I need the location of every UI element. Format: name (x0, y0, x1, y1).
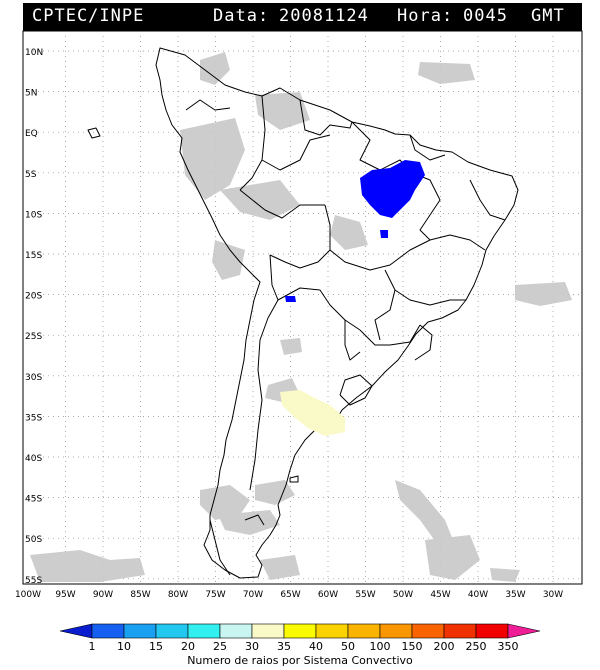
title-bar: CPTEC/INPE Data: 20081124 Hora: 0045 GMT (23, 3, 582, 31)
colorbar-tick: 20 (181, 640, 195, 653)
coastlines-and-borders (87, 47, 519, 579)
colorbar-tick: 1 (89, 640, 96, 653)
colorbar-swatch (443, 623, 477, 639)
lon-label: 80W (168, 590, 188, 600)
lat-label: 10S (25, 210, 42, 220)
lon-label: 65W (280, 590, 300, 600)
lon-label: 95W (55, 590, 75, 600)
lon-label: 60W (318, 590, 338, 600)
date-value: 20081124 (279, 6, 369, 26)
colorbar-swatch (411, 623, 445, 639)
colorbar-swatch (347, 623, 381, 639)
lat-label: 35S (25, 413, 42, 423)
lon-label: 40W (468, 590, 488, 600)
lon-label: 50W (393, 590, 413, 600)
colorbar-swatch (91, 623, 125, 639)
lon-label: 70W (243, 590, 263, 600)
convective-system-blue-small (380, 230, 388, 238)
colorbar-tick: 30 (245, 640, 259, 653)
longitude-labels: 100W 95W 90W 85W 80W 75W 70W 65W 60W 55W 50W 45W 40W… (15, 590, 563, 600)
lat-label: 45S (25, 495, 42, 505)
lat-label: 25S (25, 332, 42, 342)
colorbar-swatch (187, 623, 221, 639)
colorbar-tick: 10 (117, 640, 131, 653)
lon-label: 35W (505, 590, 525, 600)
colorbar-swatch (315, 623, 349, 639)
lat-label: 40S (25, 454, 42, 464)
date-label: Data: (213, 6, 270, 26)
colorbar-title: Numero de raios por Sistema Convectivo (187, 654, 413, 667)
colorbar-tick: 150 (402, 640, 423, 653)
colorbar-tick: 35 (277, 640, 291, 653)
lon-label: 30W (543, 590, 563, 600)
lat-label: 50S (25, 535, 42, 545)
timezone-label: GMT (531, 6, 565, 26)
colorbar-arrow-right (507, 623, 541, 639)
colorbar-tick: 50 (341, 640, 355, 653)
time-value: 0045 (463, 6, 508, 26)
lat-label: EQ (25, 129, 38, 139)
colorbar-tick: 25 (213, 640, 227, 653)
colorbar-arrow-left (59, 623, 93, 639)
lat-label: 30S (25, 373, 42, 383)
colorbar-swatch (251, 623, 285, 639)
convective-system-yellow (280, 390, 345, 436)
lon-label: 100W (15, 590, 41, 600)
lon-label: 90W (93, 590, 113, 600)
latitude-labels: 10N 5N EQ 5S 10S 15S 20S 25S 30S 35S 40S 45S 50S 55S (25, 48, 43, 586)
lat-label: 5S (25, 170, 37, 180)
colorbar-tick: 15 (149, 640, 163, 653)
cloud-cover (30, 52, 572, 582)
source-label: CPTEC/INPE (32, 6, 145, 26)
lat-label: 20S (25, 292, 42, 302)
lon-label: 85W (130, 590, 150, 600)
colorbar-swatch (219, 623, 253, 639)
convective-system-blue-small (285, 296, 296, 302)
lon-label: 75W (205, 590, 225, 600)
colorbar-swatch (283, 623, 317, 639)
colorbar-tick: 350 (498, 640, 519, 653)
lat-label: 10N (25, 48, 43, 58)
convective-system-blue (360, 160, 425, 218)
colorbar-swatch (475, 623, 509, 639)
map-frame (22, 30, 583, 585)
colorbar-swatch (123, 623, 157, 639)
colorbar-swatch (155, 623, 189, 639)
colorbar: 1 10 15 20 25 30 35 40 50 100 150 200 250 350 (59, 623, 541, 653)
lon-label: 55W (355, 590, 375, 600)
colorbar-tick: 100 (370, 640, 391, 653)
colorbar-tick: 40 (309, 640, 323, 653)
convective-systems (280, 160, 425, 436)
lightning-map: 10N5NEQ5S10S15S20S25S30S35S40S45S50S55S … (15, 30, 583, 600)
lat-label: 5N (25, 89, 37, 99)
lat-label: 55S (25, 576, 42, 586)
lat-label: 15S (25, 251, 42, 261)
colorbar-swatch (379, 623, 413, 639)
colorbar-tick: 250 (466, 640, 487, 653)
colorbar-tick: 200 (434, 640, 455, 653)
time-label: Hora: (397, 6, 454, 26)
lon-label: 45W (430, 590, 450, 600)
graticule (23, 31, 582, 584)
